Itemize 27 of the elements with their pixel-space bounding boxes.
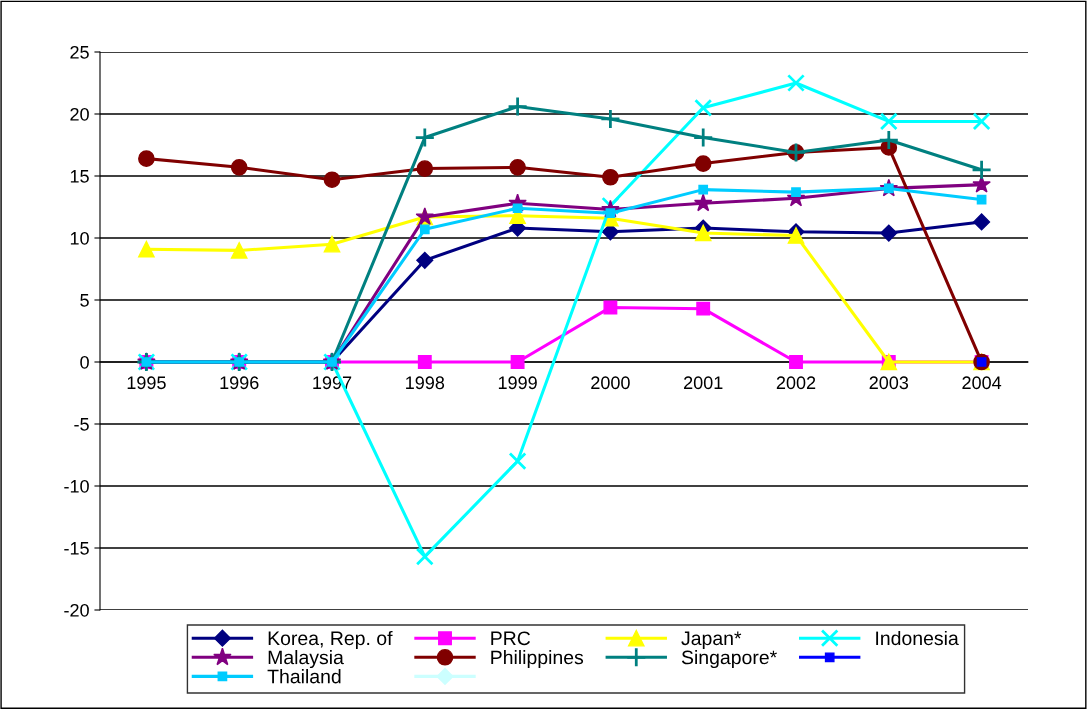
y-tick-label: -5 xyxy=(74,418,89,431)
legend-label: Singapore* xyxy=(681,650,777,669)
legend-label: Indonesia xyxy=(876,630,959,646)
y-tick-label: 15 xyxy=(70,170,89,183)
y-tick-label: -15 xyxy=(64,542,89,555)
x-tick-label: 2001 xyxy=(684,376,723,390)
x-tick-label: 2003 xyxy=(869,376,909,390)
legend-label: PRC xyxy=(491,631,531,646)
x-tick-label: 2002 xyxy=(776,376,816,390)
y-tick-label: 10 xyxy=(70,231,89,245)
legend-label: Malaysia xyxy=(268,650,344,669)
y-tick-label: 20 xyxy=(70,107,89,121)
legend-label: Philippines xyxy=(491,650,584,669)
x-tick-label: 2000 xyxy=(591,376,630,390)
y-tick-label: -10 xyxy=(64,479,89,493)
x-tick-label: 1996 xyxy=(220,376,259,390)
y-tick-label: 25 xyxy=(70,45,89,59)
legend-label: Japan* xyxy=(681,631,742,650)
legend-label: Thailand xyxy=(267,669,341,684)
legend-label: Korea, Rep. of xyxy=(268,630,393,650)
x-tick-label: 1999 xyxy=(498,376,537,390)
x-tick-label: 1995 xyxy=(127,376,166,390)
x-tick-label: 2004 xyxy=(962,376,1002,390)
y-tick-label: 0 xyxy=(80,355,89,369)
y-tick-label: -20 xyxy=(64,603,89,617)
x-tick-label: 1998 xyxy=(406,376,445,390)
y-tick-label: 5 xyxy=(80,294,89,307)
